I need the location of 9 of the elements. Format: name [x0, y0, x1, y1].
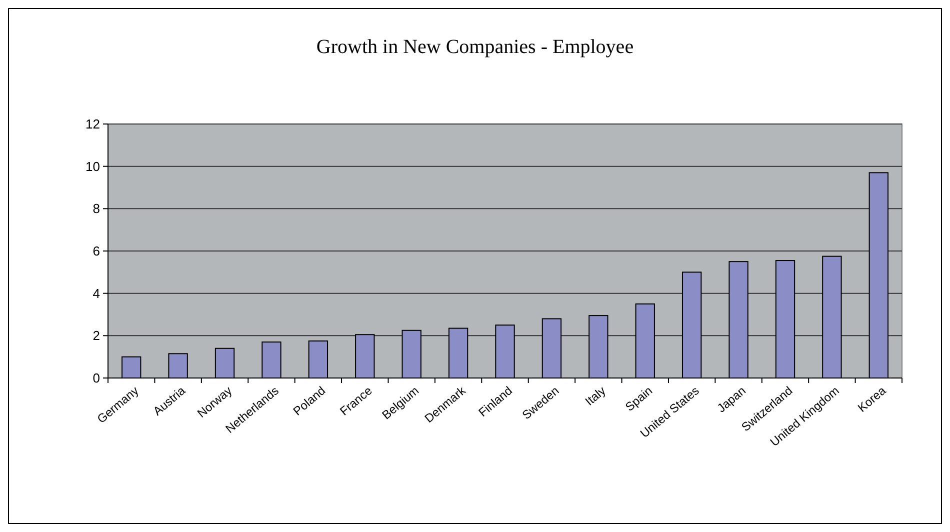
y-tick-label: 12	[86, 116, 100, 132]
x-tick-label: Italy	[582, 384, 608, 408]
y-tick-label: 10	[86, 158, 100, 174]
y-tick-label: 8	[92, 201, 100, 216]
chart-title: Growth in New Companies - Employee	[316, 36, 634, 58]
y-tick-label: 4	[92, 286, 100, 301]
y-tick-label: 2	[92, 328, 100, 344]
y-tick-label: 0	[92, 370, 100, 386]
y-tick-label: 6	[92, 244, 100, 259]
